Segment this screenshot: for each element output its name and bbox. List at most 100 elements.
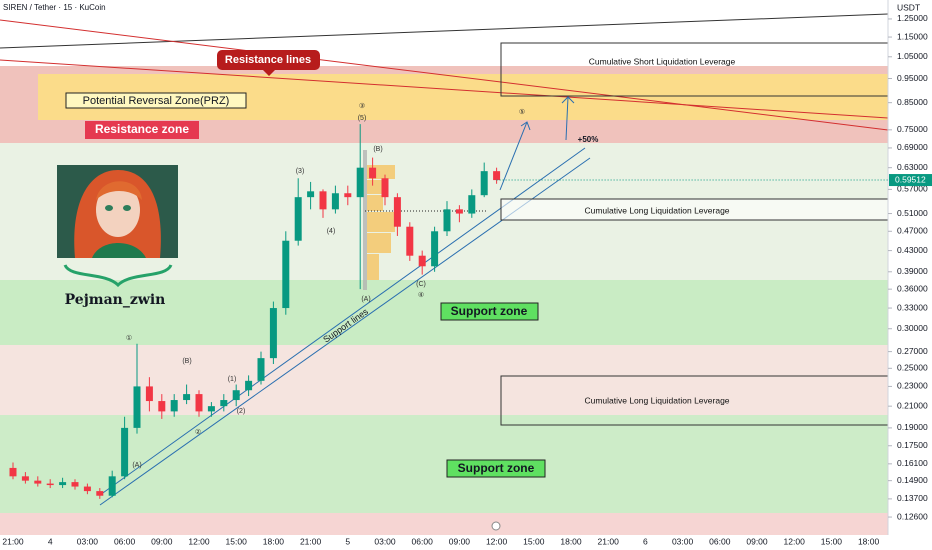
box-label: Cumulative Long Liquidation Leverage [584, 395, 729, 405]
x-tick-label: 06:00 [709, 536, 731, 546]
candle-body [108, 476, 116, 496]
candle-body [220, 400, 228, 407]
candle-body [207, 406, 215, 412]
y-tick-label: 0.51000 [897, 208, 928, 218]
x-tick-label: 03:00 [77, 536, 99, 546]
x-tick-label: 18:00 [263, 536, 285, 546]
support-zone [0, 415, 888, 513]
candle-body [232, 390, 240, 401]
x-tick-label: 21:00 [300, 536, 322, 546]
y-tick-label: 0.12600 [897, 511, 928, 521]
y-tick-label: 0.95000 [897, 73, 928, 83]
mid-zone [0, 345, 888, 415]
candle-body [183, 394, 191, 401]
y-tick-label: 0.30000 [897, 323, 928, 333]
candle-body [455, 209, 463, 214]
candle-body [294, 197, 302, 241]
y-tick-label: 0.85000 [897, 97, 928, 107]
x-tick-label: 09:00 [746, 536, 768, 546]
y-tick-label: 1.05000 [897, 51, 928, 61]
y-tick-label: 0.17500 [897, 440, 928, 450]
candle-body [269, 308, 277, 359]
last-price-label: 0.59512 [895, 174, 926, 184]
wave-label: ⑤ [519, 108, 525, 116]
wave-label: ① [126, 334, 132, 342]
y-tick-label: 0.75000 [897, 124, 928, 134]
price-axis [888, 0, 932, 550]
trend-line [0, 13, 889, 49]
y-tick-label: 0.63000 [897, 162, 928, 172]
box-label: Cumulative Long Liquidation Leverage [584, 205, 729, 215]
x-tick-label: 09:00 [449, 536, 471, 546]
candle-body [71, 482, 79, 487]
candle-body [83, 486, 91, 492]
x-tick-label: 12:00 [486, 536, 508, 546]
chart-title: SIREN / Tether · 15 · KuCoin [3, 3, 106, 12]
wave-label: (C) [416, 281, 426, 288]
wave-label: ③ [359, 102, 365, 110]
wave-label: (1) [228, 376, 237, 383]
wave-label: (3) [296, 168, 305, 175]
candle-body [21, 476, 29, 481]
x-tick-label: 12:00 [188, 536, 210, 546]
candle-body [145, 386, 153, 402]
y-tick-label: 0.16100 [897, 458, 928, 468]
candle-body [170, 400, 178, 412]
y-tick-label: 0.25000 [897, 363, 928, 373]
y-axis-label: USDT [897, 2, 920, 12]
wave-label: ② [195, 428, 201, 436]
candle-body [282, 240, 290, 309]
y-tick-label: 0.21000 [897, 400, 928, 410]
y-tick-label: 0.19000 [897, 422, 928, 432]
candle-body [443, 209, 451, 232]
candle-body [418, 255, 426, 267]
last-price-box [889, 174, 932, 187]
wave-label: (5) [358, 115, 367, 122]
y-tick-label: 0.23000 [897, 381, 928, 391]
support-label-box [446, 459, 546, 478]
y-tick-label: 0.43000 [897, 245, 928, 255]
brace [63, 264, 173, 288]
resistance-label-box [85, 121, 199, 139]
x-tick-label: 5 [345, 536, 350, 546]
author: Pejman_zwin [65, 292, 166, 308]
arrow [565, 96, 569, 141]
y-tick-label: 0.13700 [897, 493, 928, 503]
x-tick-label: 15:00 [226, 536, 248, 546]
x-tick-label: 15:00 [821, 536, 843, 546]
support-label-box [440, 302, 539, 321]
y-tick-label: 1.25000 [897, 13, 928, 23]
wave-label: (2) [237, 408, 246, 415]
candle-body [34, 480, 42, 484]
y-tick-label: 0.47000 [897, 226, 928, 236]
support-label: Support zone [458, 461, 535, 475]
wave-label: (4) [327, 228, 336, 235]
volume-profile [363, 150, 395, 290]
candle-body [307, 191, 315, 198]
candle-body [257, 358, 265, 381]
candle-body [356, 167, 364, 198]
wave-label: (B) [182, 358, 191, 365]
candle-body [133, 386, 141, 428]
gain-label: +50% [578, 135, 599, 144]
x-tick-label: 06:00 [114, 536, 136, 546]
x-tick-label: 18:00 [560, 536, 582, 546]
y-tick-label: 0.14900 [897, 475, 928, 485]
candle-body [344, 193, 352, 198]
x-tick-label: 03:00 [672, 536, 694, 546]
candle-body [121, 427, 129, 477]
x-tick-label: 15:00 [523, 536, 545, 546]
x-tick-label: 21:00 [598, 536, 620, 546]
time-axis [0, 535, 932, 550]
wave-label: (A) [361, 296, 370, 303]
y-tick-label: 0.39000 [897, 266, 928, 276]
candle-body [381, 178, 389, 198]
x-tick-label: 09:00 [151, 536, 173, 546]
y-tick-label: 1.15000 [897, 31, 928, 41]
arrow-head [561, 96, 575, 104]
resistance-label: Resistance zone [95, 122, 189, 136]
candle-body [158, 401, 166, 412]
resistance-line [0, 59, 889, 119]
arrow [499, 121, 528, 191]
